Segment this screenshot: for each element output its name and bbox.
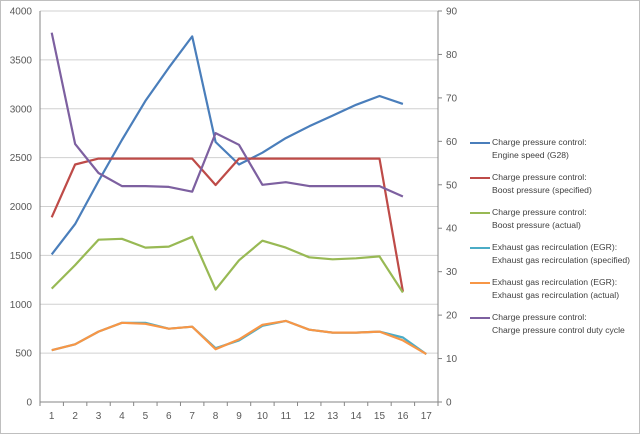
left-axis-tick-label: 0 [26,398,32,409]
x-axis-tick-label: 16 [397,411,409,422]
right-axis-tick-label: 40 [446,224,458,235]
legend-label: Exhaust gas recirculation (EGR): Exhaust… [492,242,631,265]
series-line-4 [51,319,427,355]
x-axis-tick-label: 6 [166,411,172,422]
legend: Charge pressure control: Engine speed (G… [470,136,640,346]
left-axis-tick-label: 3000 [10,104,33,115]
x-axis-tick-label: 14 [350,411,362,422]
series-line-2 [50,157,404,292]
legend-label: Charge pressure control: Engine speed (G… [492,137,587,160]
x-axis-tick-label: 1 [49,411,55,422]
x-axis-tick-label: 10 [257,411,269,422]
left-axis-tick-label: 500 [15,349,32,360]
legend-label: Exhaust gas recirculation (EGR): Exhaust… [492,277,620,300]
x-axis-tick-label: 15 [374,411,386,422]
legend-item: Exhaust gas recirculation (EGR): Exhaust… [470,241,640,267]
right-axis-tick-label: 10 [446,354,458,365]
gridlines [40,10,438,354]
right-axis-tick-label: 50 [446,180,458,191]
x-axis-tick-label: 7 [189,411,195,422]
x-axis-tick-label: 2 [72,411,78,422]
right-axis-tick-label: 20 [446,311,458,322]
legend-label: Charge pressure control: Boost pressure … [492,207,587,230]
left-axis-tick-label: 1500 [10,251,33,262]
legend-swatch-icon [470,177,490,179]
legend-swatch-icon [470,282,490,284]
left-axis-tick-label: 4000 [10,7,33,18]
legend-item: Exhaust gas recirculation (EGR): Exhaust… [470,276,640,302]
x-axis-tick-label: 12 [304,411,316,422]
x-axis-tick-label: 3 [96,411,102,422]
right-axis-tick-label: 30 [446,267,458,278]
right-axis-tick-label: 0 [446,398,452,409]
x-axis-tick-label: 13 [327,411,339,422]
x-axis-tick-label: 8 [213,411,219,422]
legend-swatch-icon [470,212,490,214]
x-axis-tick-label: 4 [119,411,125,422]
left-axis-tick-label: 2000 [10,202,33,213]
legend-swatch-icon [470,247,490,249]
series-line-1 [50,35,404,256]
right-axis-tick-label: 70 [446,93,458,104]
legend-label: Charge pressure control: Boost pressure … [492,172,592,195]
left-axis-tick-label: 2500 [10,153,33,164]
x-axis-tick-label: 5 [143,411,149,422]
x-axis-tick-label: 9 [236,411,242,422]
series-line-5 [51,319,427,356]
legend-item: Charge pressure control: Charge pressure… [470,311,640,337]
right-axis-tick-label: 90 [446,7,458,18]
x-axis-tick-label: 11 [281,411,292,422]
left-axis-tick-label: 3500 [10,55,33,66]
left-axis-tick-label: 1000 [10,300,33,311]
x-axis-tick-label: 17 [421,411,433,422]
right-axis-tick-label: 80 [446,50,458,61]
legend-item: Charge pressure control: Engine speed (G… [470,136,640,162]
series-line-3 [50,235,404,294]
legend-swatch-icon [470,142,490,144]
legend-item: Charge pressure control: Boost pressure … [470,206,640,232]
legend-swatch-icon [470,317,490,319]
legend-item: Charge pressure control: Boost pressure … [470,171,640,197]
right-axis-tick-label: 60 [446,137,458,148]
legend-label: Charge pressure control: Charge pressure… [492,312,625,335]
series-line-6 [50,32,404,198]
